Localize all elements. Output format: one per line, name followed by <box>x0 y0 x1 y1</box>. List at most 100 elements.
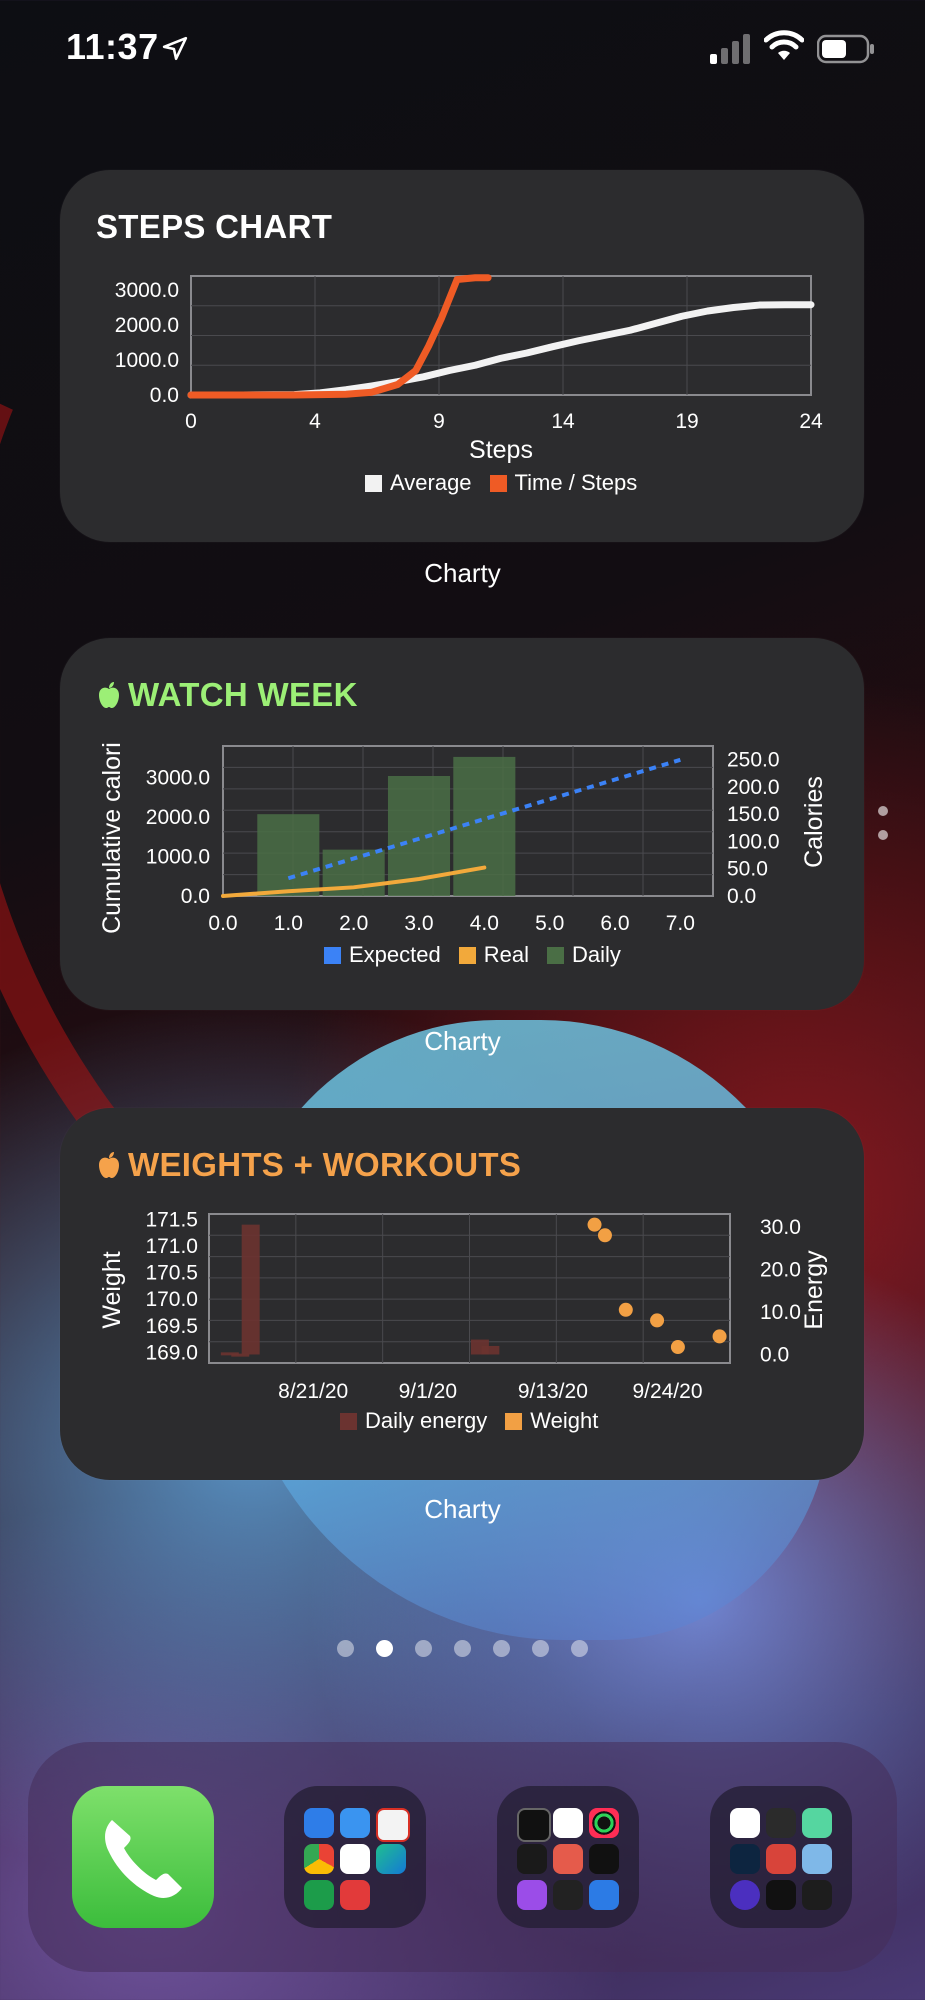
google-drive-icon <box>340 1844 370 1874</box>
y-tick-label: 171.0 <box>145 1235 198 1258</box>
health-folder[interactable] <box>497 1786 639 1928</box>
apple-logo-icon <box>99 1152 119 1178</box>
y2-axis-title: Energy <box>800 1250 828 1330</box>
cellular-signal-icon <box>710 34 750 64</box>
location-arrow-icon <box>162 36 188 61</box>
page-indicator[interactable] <box>0 1640 925 1657</box>
heart-analyzer-icon <box>517 1880 547 1910</box>
cardiogram-icon <box>553 1844 583 1874</box>
x-tick-label: 9/1/20 <box>399 1380 457 1403</box>
y2-tick-label: 150.0 <box>727 803 780 826</box>
y-tick-label: 1000.0 <box>115 349 179 372</box>
steps-chart-widget[interactable]: STEPS CHART 0 4 9 14 19 24 3000.0 2000.0 1000.0 0… <box>60 170 864 542</box>
weight-point <box>670 1340 685 1355</box>
real-line <box>221 865 487 898</box>
legend-item-daily: Daily <box>546 942 621 968</box>
x-tick-label: 8/21/20 <box>278 1380 348 1403</box>
y-axis-title: Weight <box>98 1251 126 1328</box>
series-line-average <box>187 301 815 399</box>
y-axis-title: Cumulative calori <box>98 742 126 934</box>
page-dot-active[interactable] <box>376 1640 393 1657</box>
widget-app-label: Charty <box>424 558 501 588</box>
x-tick-label: 7.0 <box>666 912 695 935</box>
y-tick-label: 3000.0 <box>115 279 179 302</box>
page-dot[interactable] <box>571 1640 588 1657</box>
expected-line <box>287 757 681 881</box>
y2-tick-label: 200.0 <box>727 776 780 799</box>
x-tick-label: 0.0 <box>208 912 237 935</box>
y-tick-label: 170.5 <box>145 1262 198 1285</box>
heart-icon <box>802 1808 832 1838</box>
legend-item-daily-energy: Daily energy <box>340 1408 487 1434</box>
y2-axis-title: Calories <box>800 776 828 868</box>
chart-legend: Average Time / Steps <box>365 470 637 496</box>
x-tick-label: 9 <box>433 410 445 433</box>
phone-app[interactable] <box>72 1786 214 1928</box>
evernote-icon <box>304 1880 334 1910</box>
y2-tick-label: 0.0 <box>760 1343 789 1366</box>
health-icon <box>553 1808 583 1838</box>
status-time: 11:37 <box>66 26 159 67</box>
x-tick-label: 19 <box>675 410 698 433</box>
y2-tick-label: 50.0 <box>727 858 768 881</box>
widget-stack-indicator <box>878 806 888 854</box>
heart-watch-icon <box>766 1808 796 1838</box>
x-tick-label: 24 <box>799 410 823 433</box>
phone-icon <box>105 1820 182 1899</box>
watch-week-widget[interactable]: WATCH WEEK 0.0 1.0 2.0 3.0 4.0 5.0 6.0 7.0 3000.… <box>60 638 864 1010</box>
dock <box>28 1742 897 1972</box>
x-tick-label: 2.0 <box>339 912 368 935</box>
edge-icon <box>376 1844 406 1874</box>
fitbit-icon <box>553 1880 583 1910</box>
activity-icon <box>589 1808 619 1838</box>
energy-bar <box>481 1345 500 1355</box>
y2-tick-label: 10.0 <box>760 1301 801 1324</box>
x-tick-label: 6.0 <box>600 912 629 935</box>
daily-bar <box>257 814 320 896</box>
x-tick-label: 5.0 <box>535 912 564 935</box>
widget-title: STEPS CHART <box>96 208 333 245</box>
nike-run-club-icon <box>766 1880 796 1910</box>
y-tick-label: 2000.0 <box>115 314 179 337</box>
safari-icon <box>340 1808 370 1838</box>
steps-line-chart: 0 4 9 14 19 24 3000.0 2000.0 1000.0 0.0 Steps <box>115 274 823 464</box>
y-tick-label: 169.5 <box>145 1315 198 1338</box>
legend-item-average: Average <box>365 470 472 496</box>
x-tick-label: 4 <box>309 410 321 433</box>
y2-tick-label: 0.0 <box>727 885 756 908</box>
widget-app-label: Charty <box>424 1026 501 1056</box>
page-dot[interactable] <box>454 1640 471 1657</box>
page-dot[interactable] <box>415 1640 432 1657</box>
y-tick-label: 3000.0 <box>146 767 210 790</box>
widget-title-row: WATCH WEEK <box>96 676 358 714</box>
series-line-time-steps <box>187 274 492 399</box>
widget-title: WATCH WEEK <box>128 676 358 713</box>
y-tick-label: 0.0 <box>181 885 210 908</box>
y-tick-label: 170.0 <box>145 1288 198 1311</box>
page-dot[interactable] <box>337 1640 354 1657</box>
weight-point <box>618 1302 633 1317</box>
pdf-expert-icon <box>340 1880 370 1910</box>
chart-legend: Expected Real Daily <box>324 942 621 968</box>
fitness-folder[interactable] <box>710 1786 852 1928</box>
x-tick-label: 0 <box>185 410 197 433</box>
weights-workouts-widget[interactable]: WEIGHTS + WORKOUTS 8/21/20 9/1/20 9/13/20 9… <box>60 1108 864 1480</box>
weight-point <box>587 1217 602 1232</box>
pai-icon <box>730 1880 760 1910</box>
status-bar: 11:37 <box>0 0 925 100</box>
y-tick-label: 169.0 <box>145 1341 198 1364</box>
page-dot[interactable] <box>532 1640 549 1657</box>
energy-bar <box>241 1224 260 1355</box>
pedometer-icon <box>802 1844 832 1874</box>
mail-icon <box>304 1808 334 1838</box>
x-axis-title: Steps <box>469 436 533 464</box>
widget-title-row: WEIGHTS + WORKOUTS <box>96 1146 521 1184</box>
steps-icon <box>766 1844 796 1874</box>
weight-point <box>650 1313 665 1328</box>
y2-tick-label: 30.0 <box>760 1216 801 1239</box>
productivity-folder[interactable] <box>284 1786 426 1928</box>
weight-point <box>597 1228 612 1243</box>
legend-item-real: Real <box>458 942 529 968</box>
page-dot[interactable] <box>493 1640 510 1657</box>
wifi-icon <box>764 30 804 60</box>
